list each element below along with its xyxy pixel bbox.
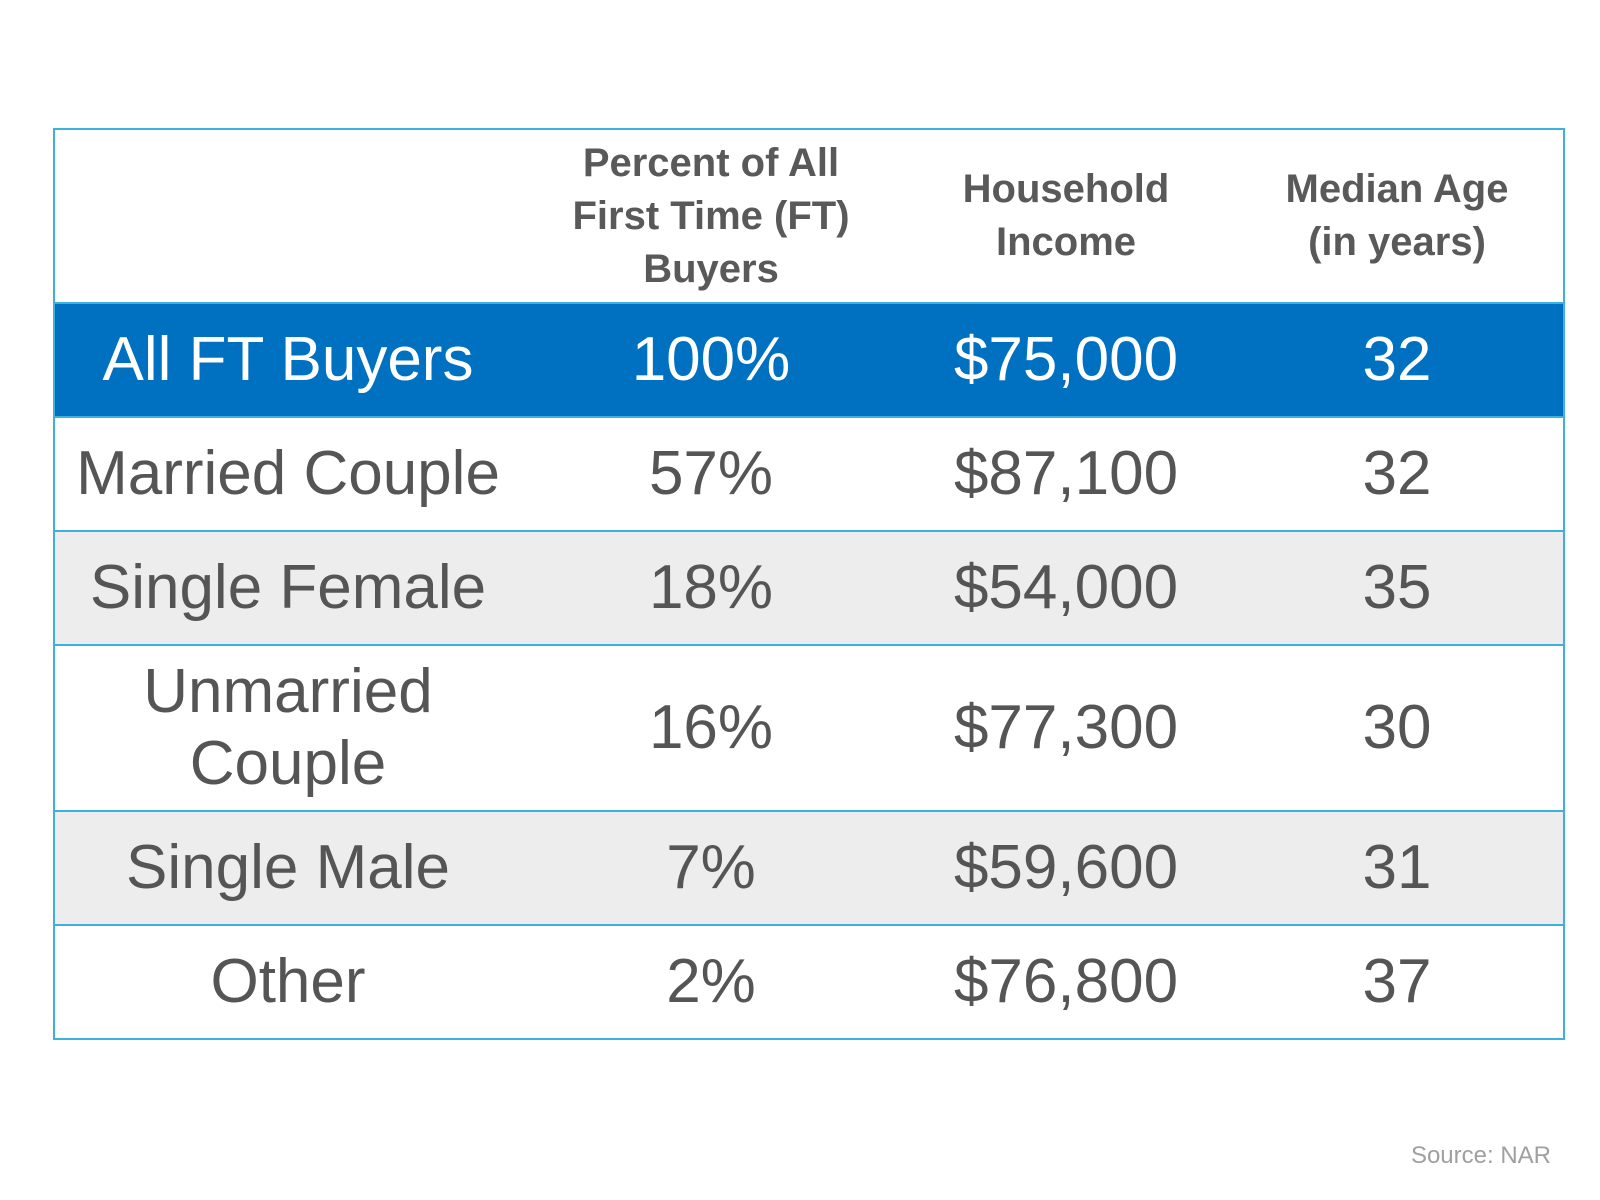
header-cell: Median Age (in years) bbox=[1231, 129, 1564, 304]
cell: 7% bbox=[521, 811, 901, 926]
row-label: All FT Buyers bbox=[54, 303, 521, 418]
header-line: Buyers bbox=[643, 246, 779, 291]
row-label: Married Couple bbox=[54, 417, 521, 532]
source: Source: NAR bbox=[1410, 1142, 1551, 1169]
row-label: Unmarried Couple bbox=[54, 645, 521, 812]
cell: 2% bbox=[666, 947, 756, 1016]
cell: 35 bbox=[1231, 531, 1564, 646]
table-row: Single Male 7% $59,600 31 bbox=[54, 811, 1564, 926]
table-body: All FT Buyers 100% $75,000 32 Married Couple… bbox=[54, 303, 1564, 1039]
cell: 18% bbox=[521, 531, 901, 646]
cell: 31 bbox=[1231, 811, 1564, 926]
cell: $77,300 bbox=[901, 645, 1231, 812]
table-row: Other 2% $76,800 37 bbox=[54, 925, 1564, 1039]
cell: 30 bbox=[1231, 645, 1564, 812]
header-cell bbox=[54, 129, 521, 304]
cell: $87,100 bbox=[901, 417, 1231, 532]
table-row: All FT Buyers 100% $75,000 32 bbox=[54, 303, 1564, 418]
cell: 32 bbox=[1231, 417, 1564, 532]
table-row: Married Couple 57% $87,100 32 bbox=[54, 417, 1564, 532]
header-line: Median Age bbox=[1285, 167, 1509, 211]
row-label: Other bbox=[210, 947, 366, 1016]
row-label: Single Male bbox=[54, 811, 521, 926]
table-row: Single Female 18% $54,000 35 bbox=[54, 531, 1564, 646]
cell: 16% bbox=[521, 645, 901, 812]
cell: $54,000 bbox=[901, 531, 1231, 646]
table-row: Unmarried Couple 16% $77,300 30 bbox=[54, 645, 1564, 812]
buyers-table: Percent of All First Time (FT) Buyers House… bbox=[53, 128, 1565, 1040]
row-label: Single Female bbox=[54, 531, 521, 646]
cell: 57% bbox=[521, 417, 901, 532]
header-line: First Time (FT) bbox=[572, 193, 850, 238]
cell: 37 bbox=[1362, 947, 1432, 1016]
header-line: Income bbox=[995, 220, 1137, 264]
cell: $76,800 bbox=[953, 947, 1179, 1016]
cell: 32 bbox=[1231, 303, 1564, 418]
header-cell: Household Income bbox=[901, 129, 1231, 304]
header-line: Percent of All bbox=[582, 140, 840, 185]
cell: $59,600 bbox=[901, 811, 1231, 926]
header-line: (in years) bbox=[1308, 220, 1486, 264]
cell: 100% bbox=[521, 303, 901, 418]
header-cell: Percent of All First Time (FT) Buyers bbox=[521, 129, 901, 304]
cell: $75,000 bbox=[901, 303, 1231, 418]
header-line: Household bbox=[962, 167, 1170, 211]
header-row: Percent of All First Time (FT) Buyers House… bbox=[54, 129, 1564, 304]
